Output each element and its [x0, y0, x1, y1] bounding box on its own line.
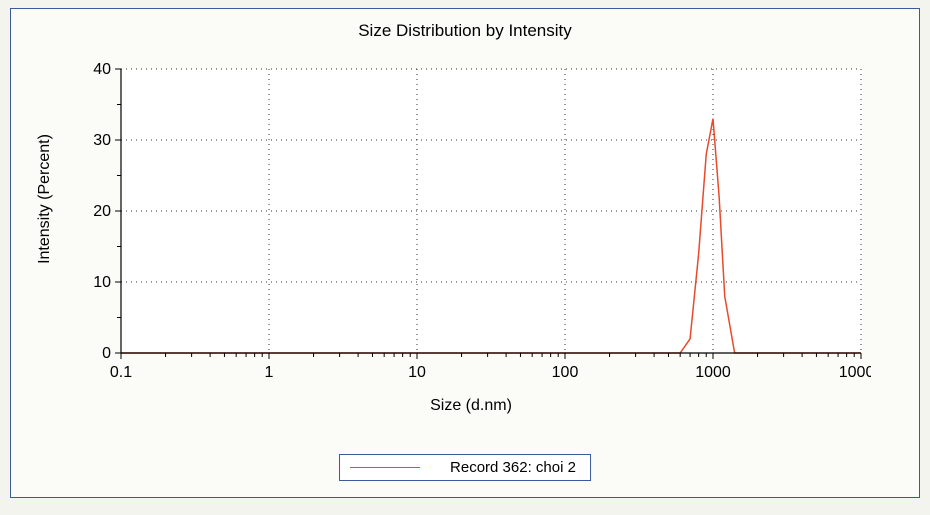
legend: Record 362: choi 2: [339, 454, 591, 481]
svg-text:10000: 10000: [839, 364, 871, 381]
chart-title: Size Distribution by Intensity: [11, 21, 919, 41]
x-axis-label: Size (d.nm): [71, 397, 871, 415]
svg-text:10: 10: [93, 274, 111, 291]
svg-text:1000: 1000: [695, 364, 731, 381]
svg-text:20: 20: [93, 203, 111, 220]
svg-text:100: 100: [552, 364, 579, 381]
legend-series-label: Record 362: choi 2: [450, 459, 576, 476]
legend-line-sample: [350, 467, 420, 468]
plot-area: 0 10 20 30 40 0.1 1 10 100 1000 10000: [71, 59, 871, 399]
svg-text:1: 1: [265, 364, 274, 381]
svg-text:10: 10: [408, 364, 426, 381]
svg-text:0.1: 0.1: [110, 364, 132, 381]
svg-text:30: 30: [93, 132, 111, 149]
chart-panel: Size Distribution by Intensity Intensity…: [10, 8, 920, 498]
y-axis-label: Intensity (Percent): [36, 134, 54, 264]
chart-svg: 0 10 20 30 40 0.1 1 10 100 1000 10000: [71, 59, 871, 399]
svg-text:40: 40: [93, 61, 111, 78]
y-axis-label-container: Intensity (Percent): [33, 59, 57, 339]
svg-text:0: 0: [102, 345, 111, 362]
